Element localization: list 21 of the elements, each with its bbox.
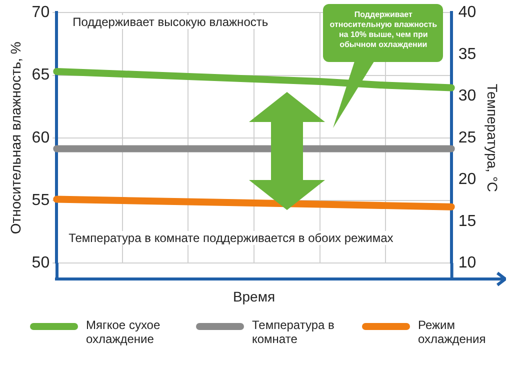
y2-tick-label: 15 bbox=[458, 212, 476, 230]
y-tick-label: 55 bbox=[32, 192, 50, 209]
annotation: Температура в комнате поддерживается в обоих режимах bbox=[66, 231, 396, 246]
x-axis-title: Время bbox=[232, 288, 276, 304]
annotation: Поддерживает высокую влажность bbox=[70, 14, 270, 29]
annotation: Поддерживает относительную влажность на 10% выше, чем при обычном охлаждении bbox=[328, 9, 438, 50]
y2-tick-label: 10 bbox=[458, 254, 476, 272]
y-axis-title: Относительная влажность, % bbox=[7, 42, 24, 234]
legend-label: Мягкое сухое охлаждение bbox=[86, 318, 162, 346]
y2-axis-title: Температура, °C bbox=[484, 84, 501, 192]
y2-tick-label: 20 bbox=[458, 171, 476, 188]
y-tick-label: 70 bbox=[32, 4, 50, 22]
y-tick-label: 65 bbox=[32, 66, 50, 84]
y2-tick-label: 30 bbox=[458, 88, 476, 105]
legend-label: Режим охлаждения bbox=[418, 318, 487, 346]
y-tick-label: 60 bbox=[32, 129, 50, 146]
y2-tick-label: 35 bbox=[458, 46, 476, 63]
legend-label: Температура в комнате bbox=[252, 318, 336, 346]
y-tick-label: 50 bbox=[32, 254, 50, 272]
y2-tick-label: 25 bbox=[458, 129, 476, 146]
y2-tick-label: 40 bbox=[458, 4, 476, 22]
